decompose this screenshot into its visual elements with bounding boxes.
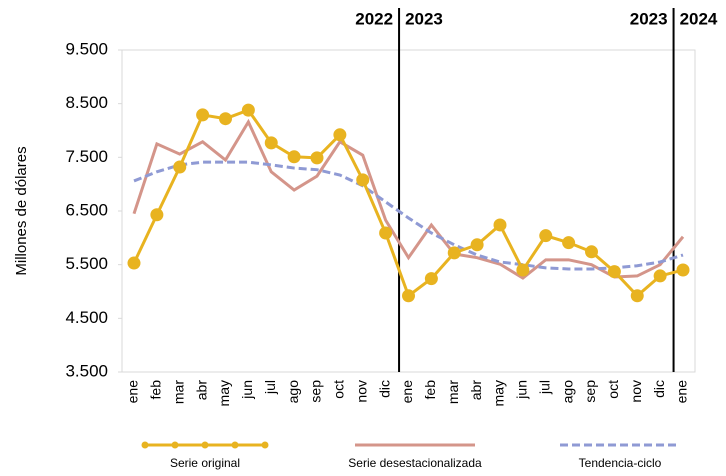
point xyxy=(447,246,461,260)
x-tick-label: dic xyxy=(651,380,667,398)
year-label: 2023 xyxy=(405,9,443,28)
y-tick-label: 9.500 xyxy=(65,39,108,58)
x-tick-label: jun xyxy=(239,380,255,400)
point xyxy=(310,151,324,165)
x-tick-label: ene xyxy=(399,380,415,404)
x-tick-label: sep xyxy=(308,380,324,403)
x-tick-label: mar xyxy=(445,380,461,404)
x-tick-label: jul xyxy=(262,380,278,395)
x-tick-label: jun xyxy=(514,380,530,400)
x-tick-label: dic xyxy=(376,380,392,398)
point xyxy=(470,238,484,252)
y-axis-label: Millones de dólares xyxy=(13,146,30,275)
legend-label: Tendencia-ciclo xyxy=(579,456,662,470)
x-tick-label: nov xyxy=(353,380,369,403)
legend-marker xyxy=(231,441,239,449)
y-tick-label: 4.500 xyxy=(65,308,108,327)
x-tick-label: may xyxy=(491,380,507,406)
year-label: 2024 xyxy=(680,9,718,28)
point xyxy=(150,208,164,222)
point xyxy=(127,256,141,270)
y-tick-label: 6.500 xyxy=(65,200,108,219)
legend-label: Serie desestacionalizada xyxy=(348,456,482,470)
x-tick-label: abr xyxy=(193,380,209,401)
x-tick-label: oct xyxy=(605,380,621,399)
x-tick-label: mar xyxy=(170,380,186,404)
point xyxy=(516,263,530,277)
point xyxy=(402,289,415,303)
point xyxy=(585,245,598,259)
series-line xyxy=(133,160,684,271)
point xyxy=(630,289,644,303)
point xyxy=(539,229,553,243)
y-tick-label: 8.500 xyxy=(65,93,108,112)
legend-marker xyxy=(141,441,149,449)
legend-marker xyxy=(201,441,209,449)
point xyxy=(676,263,690,277)
point xyxy=(607,265,621,279)
x-tick-label: nov xyxy=(628,380,644,403)
y-tick-label: 3.500 xyxy=(65,361,108,380)
point xyxy=(562,236,576,250)
year-label: 2023 xyxy=(630,9,668,28)
series-line xyxy=(132,118,685,280)
point xyxy=(264,136,278,150)
x-tick-label: ene xyxy=(674,380,690,404)
point xyxy=(219,112,232,126)
point xyxy=(287,150,301,164)
point xyxy=(173,160,187,174)
x-tick-label: abr xyxy=(468,380,484,401)
x-tick-label: may xyxy=(216,380,232,406)
point xyxy=(356,173,370,187)
x-tick-label: ago xyxy=(559,380,575,404)
x-tick-label: feb xyxy=(422,380,438,400)
y-tick-label: 5.500 xyxy=(65,254,108,273)
x-tick-label: feb xyxy=(148,380,164,400)
point xyxy=(241,103,255,117)
point xyxy=(653,269,667,283)
year-label: 2022 xyxy=(355,9,393,28)
x-tick-label: jul xyxy=(536,380,552,395)
plot-frame xyxy=(121,49,696,373)
legend-marker xyxy=(171,441,179,449)
point xyxy=(493,218,507,232)
x-tick-label: oct xyxy=(331,380,347,399)
point xyxy=(333,128,347,142)
point xyxy=(424,272,438,286)
legend-marker xyxy=(261,441,269,449)
point xyxy=(379,226,393,240)
legend-label: Serie original xyxy=(170,456,240,470)
x-tick-label: ago xyxy=(285,380,301,404)
y-tick-label: 7.500 xyxy=(65,147,108,166)
x-tick-label: sep xyxy=(582,380,598,403)
x-tick-label: ene xyxy=(125,380,141,404)
point xyxy=(196,108,210,122)
